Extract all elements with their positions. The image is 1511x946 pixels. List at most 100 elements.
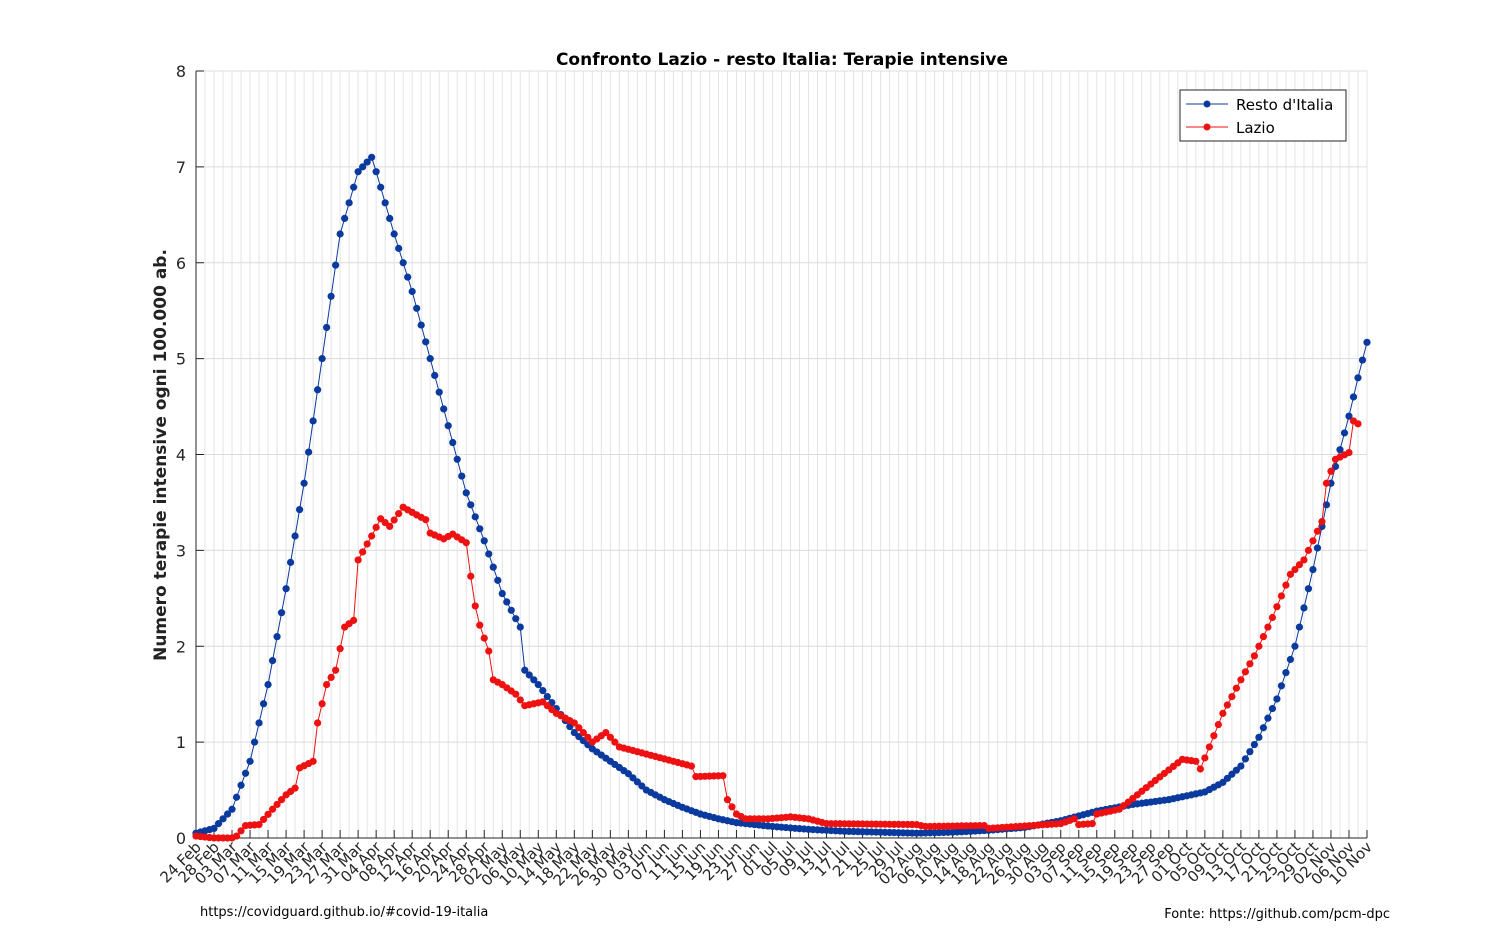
data-point — [1336, 446, 1344, 454]
data-point — [232, 832, 241, 840]
data-point — [417, 321, 425, 329]
data-point — [286, 558, 295, 566]
y-tick-label: 4 — [176, 446, 186, 465]
data-point — [314, 386, 322, 394]
y-tick-label: 2 — [176, 637, 186, 656]
data-point — [237, 827, 245, 835]
data-point — [1255, 733, 1263, 741]
data-point — [1295, 623, 1304, 631]
data-point — [1349, 393, 1358, 401]
data-point — [611, 738, 619, 746]
data-point — [498, 589, 506, 598]
data-point — [228, 805, 236, 813]
data-point — [345, 199, 353, 207]
data-point — [606, 733, 614, 741]
data-point — [453, 455, 461, 463]
data-point — [1300, 556, 1308, 564]
data-point — [390, 516, 398, 524]
data-point — [1268, 704, 1277, 713]
data-point — [314, 719, 322, 727]
data-point — [1273, 695, 1281, 703]
data-point — [1210, 732, 1218, 740]
footer-data-source: Fonte: https://github.com/pcm-dpc — [1164, 907, 1390, 922]
series-lazio — [192, 417, 1362, 842]
data-point — [719, 772, 727, 780]
data-point — [268, 657, 277, 665]
data-point — [476, 621, 484, 629]
data-point — [359, 548, 367, 556]
data-point — [1201, 754, 1209, 762]
data-point — [327, 673, 335, 682]
data-point — [219, 815, 227, 823]
data-point — [305, 448, 313, 456]
data-point — [534, 681, 542, 689]
legend: Resto d'Italia Lazio — [1179, 89, 1347, 142]
data-point — [1237, 676, 1245, 684]
data-point — [291, 532, 299, 540]
data-point — [246, 757, 254, 765]
data-point — [381, 199, 389, 207]
data-point — [431, 371, 439, 379]
data-point — [485, 550, 493, 558]
y-tick-label: 3 — [176, 541, 186, 560]
data-point — [422, 516, 430, 524]
data-point — [458, 472, 466, 480]
data-point — [512, 615, 520, 623]
data-point — [1255, 642, 1263, 650]
data-point — [350, 616, 358, 624]
data-point — [255, 820, 263, 829]
series-line — [195, 420, 1359, 839]
data-point — [467, 501, 475, 509]
data-point — [268, 805, 277, 813]
data-point — [1282, 669, 1290, 677]
legend-marker-lazio — [1203, 123, 1211, 131]
y-tick-label: 8 — [176, 62, 186, 81]
data-point — [1291, 565, 1299, 574]
data-point — [237, 781, 245, 789]
legend-marker-resto — [1203, 100, 1211, 108]
data-point — [503, 598, 511, 606]
data-point — [1340, 429, 1349, 437]
data-point — [462, 539, 470, 547]
data-point — [1313, 544, 1322, 552]
series-layer — [192, 153, 1371, 842]
data-point — [1246, 660, 1254, 668]
y-tick-label: 1 — [176, 733, 186, 752]
data-point — [341, 214, 349, 223]
data-point — [1277, 682, 1286, 690]
data-point — [1300, 604, 1308, 612]
data-point — [277, 609, 286, 617]
data-point — [1205, 743, 1213, 751]
data-point — [480, 634, 488, 642]
data-point — [363, 158, 371, 166]
data-point — [354, 168, 362, 176]
data-point — [372, 168, 380, 176]
data-point — [584, 733, 592, 741]
data-point — [404, 273, 412, 281]
data-point — [1196, 765, 1204, 773]
data-point — [259, 700, 268, 708]
y-tick-label: 5 — [176, 350, 186, 369]
data-point — [1318, 518, 1326, 526]
data-point — [516, 623, 524, 631]
data-point — [467, 572, 475, 580]
data-point — [422, 338, 430, 346]
data-point — [1358, 356, 1367, 364]
data-point — [390, 230, 398, 238]
footer-source-link: https://covidguard.github.io/#covid-19-i… — [200, 905, 489, 920]
data-point — [449, 438, 457, 447]
data-point — [462, 489, 470, 497]
data-point — [359, 163, 367, 171]
data-point — [1309, 537, 1317, 545]
data-point — [210, 824, 218, 833]
data-point — [1286, 655, 1295, 664]
data-point — [1286, 570, 1295, 578]
data-point — [318, 355, 326, 363]
data-point — [489, 563, 497, 571]
data-point — [368, 532, 376, 540]
data-point — [273, 800, 281, 809]
data-point — [1291, 642, 1299, 650]
data-point — [471, 602, 479, 610]
data-point — [1232, 684, 1240, 692]
